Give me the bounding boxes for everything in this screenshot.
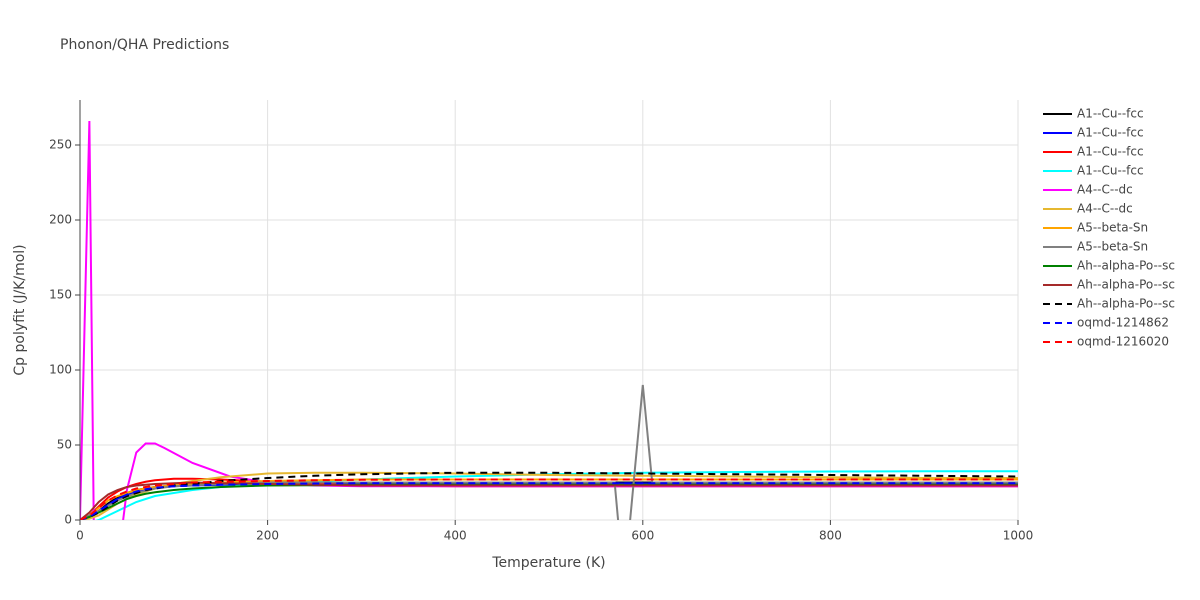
legend-label[interactable]: A1--Cu--fcc — [1077, 126, 1144, 140]
plot-area — [80, 120, 1018, 520]
legend-label[interactable]: oqmd-1214862 — [1077, 316, 1169, 330]
legend-label[interactable]: A1--Cu--fcc — [1077, 107, 1144, 121]
series-line — [80, 481, 1018, 520]
series-line — [80, 481, 1018, 520]
y-tick-label: 150 — [49, 288, 72, 302]
x-tick-label: 600 — [631, 529, 654, 543]
y-tick-label: 200 — [49, 213, 72, 227]
x-tick-label: 0 — [76, 529, 84, 543]
legend-label[interactable]: Ah--alpha-Po--sc — [1077, 297, 1175, 311]
legend-label[interactable]: Ah--alpha-Po--sc — [1077, 259, 1175, 273]
x-tick-label: 800 — [819, 529, 842, 543]
x-axis-title: Temperature (K) — [491, 555, 605, 571]
legend: A1--Cu--fcc A1--Cu--fcc A1--Cu--fcc A1--Cu-… — [1043, 107, 1175, 349]
y-tick-label: 50 — [57, 438, 72, 452]
legend-label[interactable]: A1--Cu--fcc — [1077, 145, 1144, 159]
series-line — [80, 478, 1018, 520]
series-line — [80, 482, 1018, 520]
x-tick-label: 400 — [444, 529, 467, 543]
legend-label[interactable]: A5--beta-Sn — [1077, 240, 1148, 254]
y-tick-label: 0 — [64, 513, 72, 527]
legend-label[interactable]: A5--beta-Sn — [1077, 221, 1148, 235]
y-tick-label: 100 — [49, 363, 72, 377]
x-tick-label: 200 — [256, 529, 279, 543]
legend-label[interactable]: Ah--alpha-Po--sc — [1077, 278, 1175, 292]
grid: 0 50 100 150 200 250 0 200 400 600 800 1000 — [49, 100, 1033, 543]
legend-label[interactable]: oqmd-1216020 — [1077, 335, 1169, 349]
series-line — [80, 482, 1018, 520]
chart-title: Phonon/QHA Predictions — [60, 37, 229, 53]
legend-label[interactable]: A4--C--dc — [1077, 202, 1133, 216]
y-tick-label: 250 — [49, 138, 72, 152]
series-line — [80, 483, 1018, 520]
x-tick-label: 1000 — [1003, 529, 1034, 543]
legend-label[interactable]: A1--Cu--fcc — [1077, 164, 1144, 178]
y-axis-title: Cp polyfit (J/K/mol) — [12, 244, 28, 375]
legend-label[interactable]: A4--C--dc — [1077, 183, 1133, 197]
